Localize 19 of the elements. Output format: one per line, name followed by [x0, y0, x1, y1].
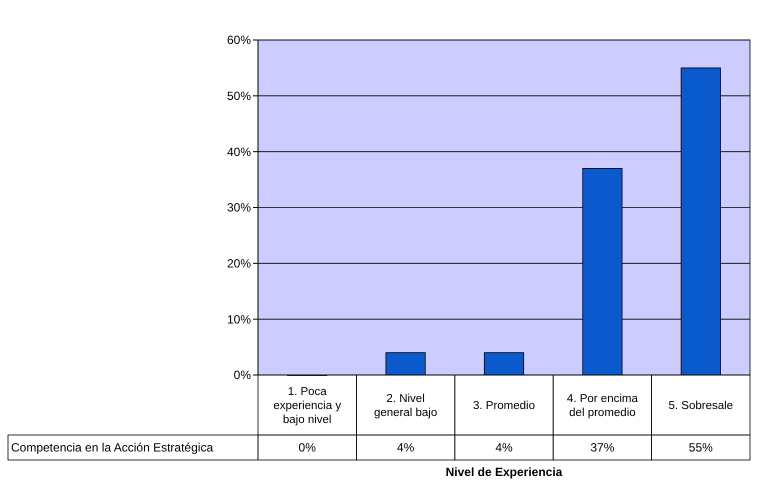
y-tick-label: 20% — [226, 256, 252, 271]
x-tick-label: 5. Sobresale — [668, 400, 734, 412]
data-label: 4% — [396, 440, 415, 455]
data-label: 4% — [495, 440, 513, 455]
y-tick-label: 30% — [226, 200, 252, 215]
y-tick-label: 50% — [226, 89, 252, 104]
data-label: 0% — [298, 440, 316, 455]
x-axis-title: Nivel de Experiencia — [446, 465, 563, 479]
x-tick-label: 4. Por encima del promedio — [566, 393, 638, 420]
y-tick-label: 40% — [226, 144, 252, 159]
data-label: 37% — [590, 440, 615, 455]
text: Competencia en la Acción Estratégica — [11, 440, 214, 455]
y-tick-label: 0% — [234, 368, 252, 382]
y-tick-label: 10% — [226, 312, 252, 326]
x-tick-label: 3. Promedio — [472, 400, 536, 412]
x-tick-label: 1. Poca experiencia y bajo nivel — [273, 386, 342, 426]
x-tick-label: 2. Nivel general bajo — [374, 393, 438, 420]
y-tick-label: 60% — [226, 33, 252, 48]
data-label: 55% — [688, 440, 714, 455]
